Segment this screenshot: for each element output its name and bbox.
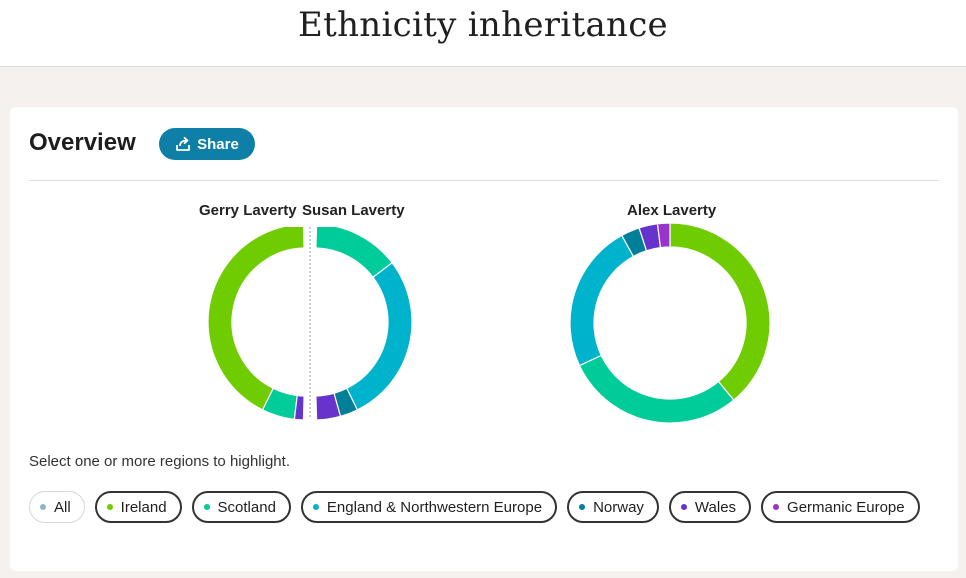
- region-dot: [773, 504, 780, 510]
- region-chip-scotland[interactable]: Scotland: [191, 491, 291, 523]
- alex-segment-germanic-europe: [656, 222, 671, 249]
- share-label: Share: [197, 135, 239, 153]
- region-chip-germanic-europe[interactable]: Germanic Europe: [761, 491, 920, 523]
- region-dot: [106, 504, 113, 510]
- overview-card: Overview Share Gerry Laverty Susan Laver…: [10, 107, 958, 571]
- region-dot: [203, 504, 210, 510]
- susan-segment-scotland: [315, 227, 393, 279]
- child-name: Alex Laverty: [627, 202, 717, 219]
- region-label: England & Northwestern Europe: [326, 498, 543, 516]
- region-dot: [579, 504, 586, 510]
- gerry-segment-scotland: [261, 387, 298, 420]
- parents-donut-chart: [207, 227, 413, 421]
- child-donut-chart: [569, 222, 771, 424]
- region-chip-ireland[interactable]: Ireland: [94, 491, 182, 523]
- region-chip-norway[interactable]: Norway: [567, 491, 659, 523]
- share-button[interactable]: Share: [159, 128, 255, 160]
- susan-segment-england-northwestern-europe: [345, 261, 413, 411]
- region-chip-wales[interactable]: Wales: [668, 491, 752, 523]
- region-dot: [312, 504, 319, 510]
- page-title: Ethnicity inheritance: [298, 5, 668, 45]
- region-label: Norway: [593, 498, 644, 516]
- region-label: Germanic Europe: [787, 498, 905, 516]
- region-dot: [680, 504, 687, 510]
- share-icon: [176, 136, 191, 151]
- overview-title: Overview: [29, 129, 136, 156]
- alex-segment-ireland: [669, 222, 771, 401]
- alex-segment-england-northwestern-europe: [569, 234, 635, 367]
- susan-segment-wales: [315, 392, 342, 421]
- header-bar: Ethnicity inheritance: [0, 0, 966, 67]
- region-chip-all[interactable]: All: [29, 491, 85, 523]
- divider: [29, 180, 939, 181]
- parent2-name: Susan Laverty: [302, 202, 405, 219]
- gerry-segment-wales: [293, 394, 305, 421]
- region-filter-list: All Ireland Scotland England & Northwest…: [29, 491, 920, 523]
- region-chip-england-nw-europe[interactable]: England & Northwestern Europe: [300, 491, 558, 523]
- region-label: Scotland: [217, 498, 276, 516]
- highlight-hint: Select one or more regions to highlight.: [29, 453, 290, 470]
- region-label: Ireland: [120, 498, 167, 516]
- alex-segment-scotland: [578, 354, 735, 424]
- parent1-name: Gerry Laverty: [199, 202, 297, 219]
- gerry-segment-ireland: [207, 227, 305, 411]
- region-dot: [40, 504, 46, 510]
- region-label: Wales: [694, 498, 737, 516]
- region-label: All: [54, 498, 71, 516]
